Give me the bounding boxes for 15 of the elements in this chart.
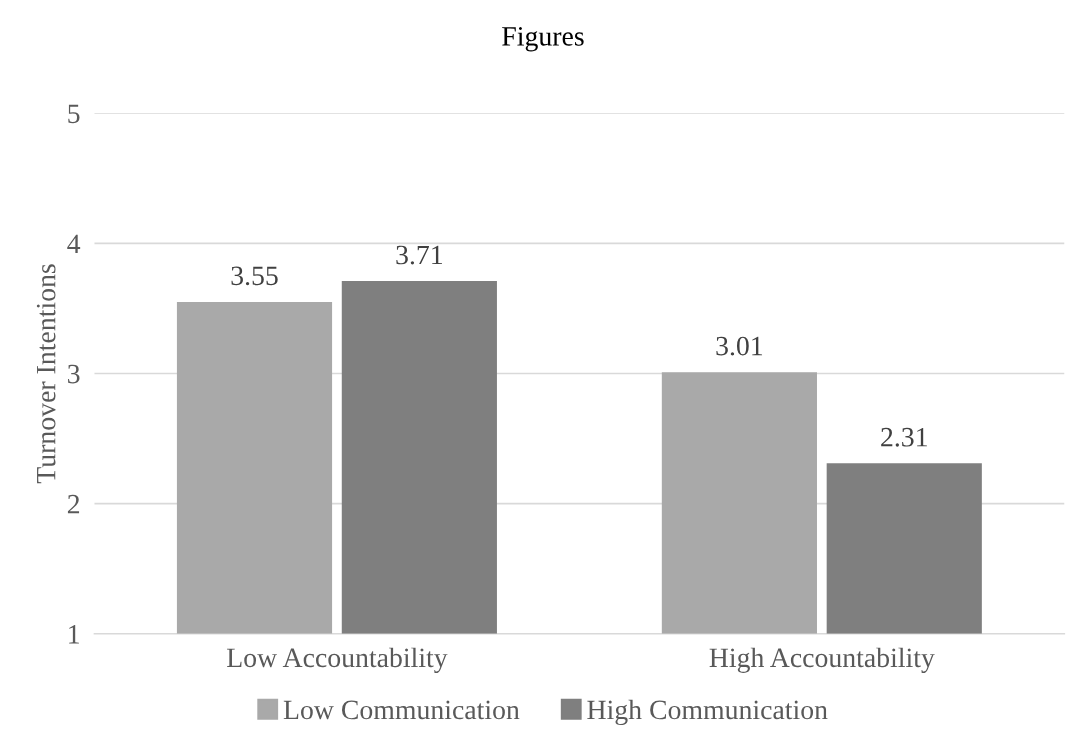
y-axis-title: Turnover Intentions — [36, 264, 56, 484]
data-label: 3.01 — [716, 336, 763, 356]
y-tick-label: 1 — [69, 625, 79, 644]
data-label: 2.31 — [881, 427, 927, 447]
y-tick-label: 5 — [68, 104, 80, 124]
x-tick-label: High Accountability — [709, 647, 935, 673]
legend-label: Low Communication — [283, 700, 520, 720]
y-tick-label: 4 — [67, 234, 81, 254]
x-tick-label: Low Accountability — [227, 647, 448, 673]
legend-label: High Communication — [587, 699, 828, 725]
data-label: 3.71 — [396, 245, 442, 265]
data-label: 3.55 — [231, 266, 278, 286]
y-tick-label: 2 — [67, 494, 80, 514]
chart-title: Figures — [502, 27, 584, 52]
y-tick-label: 3 — [68, 364, 80, 384]
